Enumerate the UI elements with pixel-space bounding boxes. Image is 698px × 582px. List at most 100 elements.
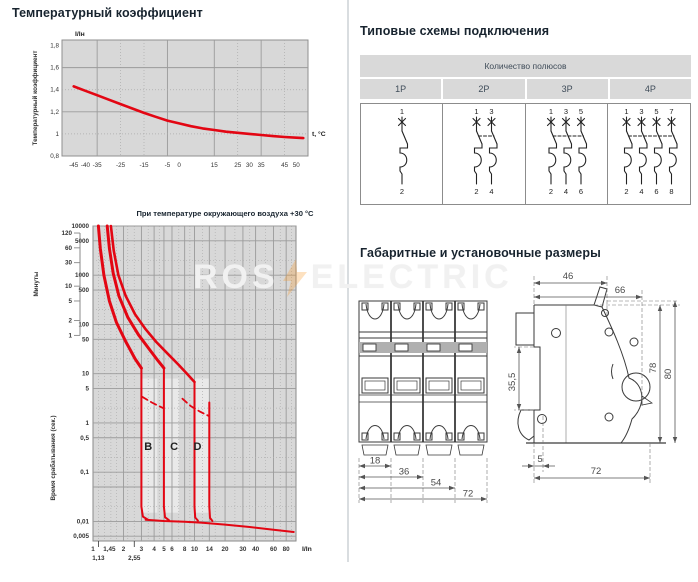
svg-text:50: 50 [82,336,90,343]
svg-text:80: 80 [283,546,291,553]
pole-diagram-4P: 1 2 3 4 5 6 7 8 [608,104,690,204]
svg-text:-5: -5 [165,162,171,169]
svg-text:120: 120 [61,230,72,237]
table-header-pole-count: Количество полюсов [360,55,691,77]
svg-text:30: 30 [239,546,247,553]
column-divider [347,0,349,562]
svg-text:35,5: 35,5 [507,373,518,392]
svg-text:1: 1 [624,107,628,116]
svg-text:100: 100 [78,321,89,328]
svg-text:20: 20 [222,546,230,553]
svg-text:5: 5 [537,454,542,465]
svg-text:2,55: 2,55 [128,555,141,562]
svg-text:2: 2 [122,546,126,553]
svg-text:500: 500 [78,287,89,294]
pole-diagram-2P: 1 2 3 4 [443,104,526,204]
pole-column-header-1P: 1P [360,79,442,99]
svg-text:10000: 10000 [71,223,89,230]
svg-text:4: 4 [152,546,156,553]
svg-text:2: 2 [549,187,553,196]
svg-text:1,4: 1,4 [50,87,59,94]
svg-text:3: 3 [639,107,643,116]
svg-text:6: 6 [170,546,174,553]
svg-text:1: 1 [474,107,478,116]
svg-text:2: 2 [400,187,404,196]
svg-text:50: 50 [293,162,301,169]
svg-text:8: 8 [669,187,673,196]
svg-text:5: 5 [579,107,583,116]
svg-text:Время срабатывания (сек.): Время срабатывания (сек.) [49,415,57,500]
svg-text:5: 5 [68,298,72,305]
svg-text:1,6: 1,6 [50,65,59,72]
svg-text:80: 80 [663,369,674,380]
svg-text:При температуре окружающего во: При температуре окружающего воздуха +30 … [136,209,314,218]
svg-text:3: 3 [564,107,568,116]
svg-text:2: 2 [624,187,628,196]
svg-text:1,13: 1,13 [92,555,105,562]
svg-text:1: 1 [68,332,72,339]
svg-text:10: 10 [191,546,199,553]
temperature-coefficient-chart: 1,8 1,6 1,4 1,2 1 0,8 -45 -40 -35 -25 -15 -5 0 15 25 30… [31,31,326,169]
svg-text:4: 4 [564,187,568,196]
svg-text:Температурный коэффициент: Температурный коэффициент [31,51,39,146]
svg-text:5: 5 [85,386,89,393]
pole-column-header-4P: 4P [609,79,691,99]
svg-text:5000: 5000 [75,238,90,245]
svg-text:15: 15 [211,162,219,169]
svg-text:1000: 1000 [75,272,90,279]
svg-text:B: B [144,441,152,453]
svg-text:30: 30 [65,260,73,267]
pole-column-headers: 1P 2P 3P 4P [360,79,691,99]
svg-text:36: 36 [399,467,410,478]
svg-text:60: 60 [65,245,73,252]
svg-text:72: 72 [591,466,602,477]
svg-text:1: 1 [400,107,404,116]
svg-text:1: 1 [55,131,59,138]
svg-text:1,8: 1,8 [50,43,59,50]
svg-text:I/In: I/In [302,546,312,553]
svg-text:78: 78 [648,363,659,374]
svg-text:5: 5 [654,107,658,116]
front-view-drawing: 18 36 54 72 [358,300,488,503]
svg-text:54: 54 [431,478,442,489]
svg-text:3: 3 [140,546,144,553]
svg-text:1,45: 1,45 [103,546,116,553]
svg-text:10: 10 [82,371,90,378]
svg-text:0: 0 [177,162,181,169]
svg-text:C: C [170,441,178,453]
pole-column-header-3P: 3P [526,79,608,99]
svg-text:t, °C: t, °C [312,130,326,138]
svg-text:46: 46 [563,271,574,282]
svg-text:1: 1 [85,420,89,427]
svg-text:25: 25 [234,162,242,169]
trip-curves-chart: B C D 10000 5000 1000 500 100 50 10 5 1 0,5 0,1 0,01 0,… [33,209,314,562]
svg-text:D: D [194,441,202,453]
svg-text:40: 40 [252,546,260,553]
svg-text:72: 72 [463,489,474,500]
svg-text:45: 45 [281,162,289,169]
svg-text:0,01: 0,01 [77,518,90,525]
svg-text:60: 60 [270,546,278,553]
svg-text:1: 1 [549,107,553,116]
svg-text:-25: -25 [116,162,126,169]
svg-text:1,2: 1,2 [50,109,59,116]
svg-text:-45: -45 [69,162,79,169]
pole-column-header-2P: 2P [443,79,525,99]
svg-text:-15: -15 [139,162,149,169]
svg-text:10: 10 [65,283,73,290]
svg-text:6: 6 [579,187,583,196]
side-view-drawing: 46 66 35,5 78 80 5 72 [507,271,680,484]
svg-text:0,5: 0,5 [80,435,89,442]
svg-text:6: 6 [654,187,658,196]
svg-text:-40: -40 [81,162,91,169]
svg-text:35: 35 [258,162,266,169]
svg-text:30: 30 [246,162,254,169]
section-title-temperature-coefficient: Температурный коэффициент [12,6,203,20]
section-title-dimensions: Габаритные и установочные размеры [360,246,601,260]
svg-text:5: 5 [162,546,166,553]
svg-text:4: 4 [489,187,493,196]
